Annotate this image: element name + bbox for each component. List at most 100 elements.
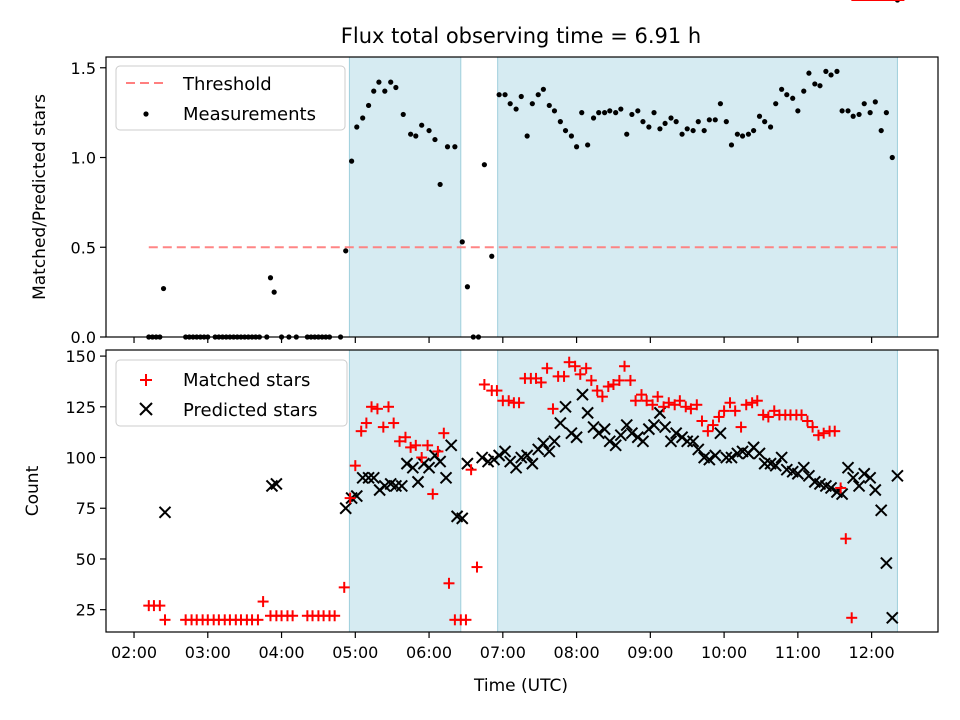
measurement-point (618, 106, 624, 112)
predicted-star-point (858, 467, 871, 480)
matched-star-point (652, 391, 664, 403)
matched-star-point (613, 374, 625, 386)
measurement-point (823, 68, 829, 74)
top-ytick-label: 0.0 (71, 328, 96, 347)
measurement-point (889, 154, 895, 161)
matched-star-point (596, 391, 608, 403)
xtick-label: 07:00 (480, 643, 526, 662)
measurement-point (728, 142, 735, 148)
predicted-star-point (692, 443, 705, 456)
measurement-point (640, 119, 646, 125)
measurement-point (388, 79, 394, 85)
predicted-star-point (664, 435, 678, 448)
predicted-star-point (714, 426, 727, 440)
matched-star-point (835, 482, 847, 494)
measurement-point (756, 113, 763, 119)
predicted-star-point (669, 426, 683, 440)
measurement-point (679, 131, 685, 137)
legend-matched-swatch (140, 374, 152, 386)
predicted-star-point (456, 512, 469, 525)
measurement-point (867, 110, 873, 116)
predicted-star-point (559, 400, 572, 414)
predicted-star-point (598, 422, 611, 436)
matched-star-point (829, 425, 841, 437)
matched-star-point (388, 417, 400, 429)
measurement-point (459, 239, 465, 245)
xtick-label: 10:00 (701, 643, 747, 662)
predicted-star-point (492, 449, 506, 462)
measurement-point (734, 131, 740, 137)
predicted-star-point (362, 471, 375, 485)
predicted-star-point (444, 439, 458, 452)
measurement-point (673, 119, 679, 125)
matched-star-point (746, 397, 758, 409)
predicted-star-point (775, 451, 788, 464)
top-ytick-label: 0.5 (71, 238, 96, 257)
measurement-point (745, 131, 752, 137)
top-ytick-label: 1.0 (71, 149, 96, 168)
predicted-star-point (709, 449, 722, 462)
predicted-star-point (270, 477, 283, 491)
bottom-ytick-label: 50 (76, 550, 96, 569)
matched-star-point (818, 427, 830, 439)
predicted-star-point (891, 469, 904, 482)
xtick-label: 12:00 (849, 643, 895, 662)
predicted-star-point (475, 451, 489, 464)
legend-predicted-swatch (139, 402, 153, 416)
matched-star-point (718, 405, 730, 417)
predicted-star-point (874, 504, 888, 517)
predicted-star-point (620, 418, 633, 432)
matched-star-point (751, 395, 763, 407)
measurement-point (662, 120, 668, 127)
matched-star-point (371, 403, 383, 415)
bottom-ytick-label: 75 (76, 499, 96, 518)
matched-star-point (735, 421, 747, 433)
measurement-point (535, 92, 541, 98)
measurement-point (773, 101, 779, 107)
measurement-point (706, 117, 712, 123)
predicted-star-point (389, 479, 403, 493)
matched-star-point (344, 492, 356, 504)
measurement-point (701, 127, 707, 134)
measurement-point (568, 133, 575, 139)
matched-star-point (807, 421, 819, 433)
predicted-star-point (537, 437, 550, 450)
predicted-star-point (520, 449, 534, 462)
measurement-point (513, 106, 519, 112)
measurement-point (839, 108, 845, 114)
measurement-point (502, 92, 508, 98)
bottom-axes-frame (105, 349, 939, 633)
matched-star-point (563, 356, 575, 368)
predicted-star-point (367, 471, 380, 485)
matched-star-point (432, 445, 444, 457)
measurement-point (690, 127, 696, 134)
measurement-point (629, 111, 635, 118)
matched-star-point (569, 360, 581, 372)
legend-predicted-label: Predicted stars (183, 400, 317, 421)
matched-star-point (478, 378, 490, 390)
measurement-point (739, 133, 746, 139)
measurement-point (784, 92, 790, 98)
matched-star-point (535, 376, 547, 388)
matched-star-point (685, 403, 697, 415)
measurement-point (624, 131, 630, 137)
legend-measurements-label: Measurements (183, 104, 316, 125)
predicted-star-point (841, 461, 855, 474)
matched-star-point (630, 395, 642, 407)
matched-star-point (691, 399, 703, 411)
measurement-point (400, 111, 406, 118)
measurement-point (613, 110, 619, 116)
measurement-point (573, 144, 580, 150)
matched-star-point (287, 610, 299, 622)
matched-star-point (394, 435, 406, 447)
matched-star-point (585, 374, 597, 386)
predicted-star-point (433, 455, 447, 468)
predicted-star-point (350, 489, 363, 503)
predicted-star-point (576, 388, 589, 401)
measurement-point (408, 131, 414, 137)
predicted-star-point (422, 461, 436, 474)
predicted-star-point (636, 435, 650, 448)
matched-star-point (329, 610, 341, 622)
predicted-star-point (869, 483, 882, 497)
